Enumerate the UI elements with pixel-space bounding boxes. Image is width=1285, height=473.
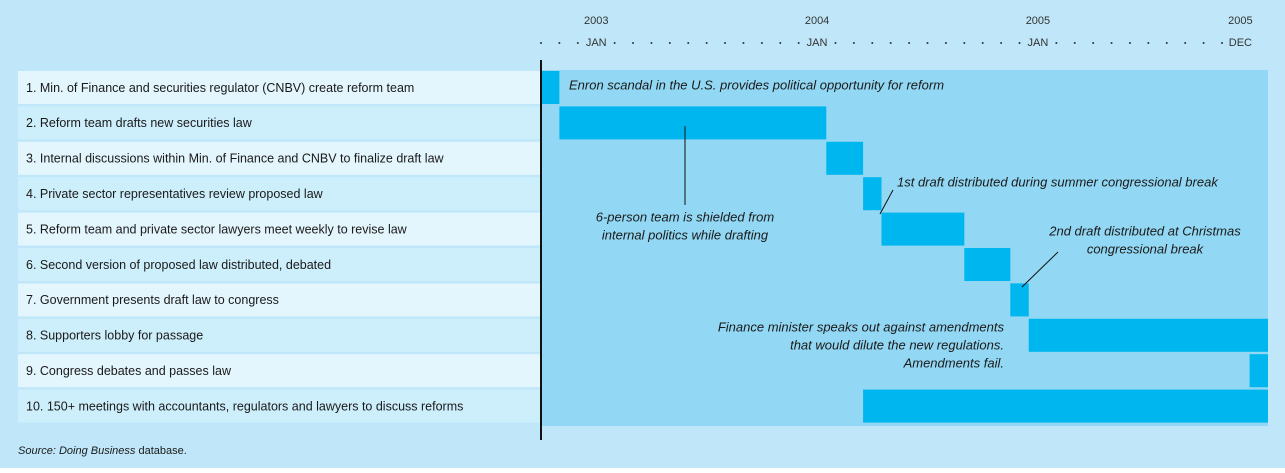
task-label: 2. Reform team drafts new securities law <box>26 116 253 130</box>
source-italic: Source: Doing Business <box>18 445 136 457</box>
bar <box>1028 318 1268 352</box>
x-tick-label: JAN <box>586 37 607 49</box>
annotation: internal politics while drafting <box>602 227 769 242</box>
source-rest: database. <box>135 445 186 457</box>
x-tick-label: JAN <box>1028 37 1049 49</box>
bar <box>559 106 827 140</box>
leader-line <box>1021 251 1059 288</box>
minor-tick <box>1110 42 1113 44</box>
minor-tick <box>668 42 671 44</box>
minor-tick <box>981 42 984 44</box>
minor-tick <box>558 42 561 44</box>
minor-tick <box>540 42 542 44</box>
minor-tick <box>1092 42 1095 44</box>
minor-tick <box>779 42 782 44</box>
minor-tick <box>1147 42 1150 44</box>
minor-tick <box>724 42 727 44</box>
task-label: 1. Min. of Finance and securities regula… <box>26 81 414 95</box>
x-tick-label: DEC <box>1229 37 1252 49</box>
task-label: 10. 150+ meetings with accountants, regu… <box>26 399 463 413</box>
source: Source: Doing Business database. <box>18 445 187 457</box>
minor-tick <box>926 42 929 44</box>
task-label: 3. Internal discussions within Min. of F… <box>26 152 445 166</box>
row-cell <box>18 141 540 175</box>
minor-tick <box>1055 42 1058 44</box>
annotation: 6-person team is shielded from <box>596 209 775 224</box>
minor-tick <box>705 42 708 44</box>
row-cell <box>18 212 540 246</box>
annotation: 2nd draft distributed at Christmas <box>1048 223 1241 238</box>
minor-tick <box>576 42 579 44</box>
bar <box>863 389 1268 423</box>
minor-tick <box>834 42 837 44</box>
minor-tick <box>650 42 653 44</box>
annotation: Enron scandal in the U.S. provides polit… <box>569 77 944 92</box>
bar <box>1010 283 1029 317</box>
annotation: 1st draft distributed during summer cong… <box>897 174 1219 189</box>
annotation: Amendments fail. <box>903 355 1004 370</box>
bar <box>863 177 882 211</box>
minor-tick <box>1018 42 1021 44</box>
minor-tick <box>1165 42 1168 44</box>
row-cell <box>18 248 540 281</box>
task-label: 7. Government presents draft law to cong… <box>26 293 279 307</box>
minor-tick <box>1128 42 1131 44</box>
bar <box>541 71 560 104</box>
minor-tick <box>944 42 947 44</box>
row-cell <box>18 389 540 423</box>
task-label: 4. Private sector representatives review… <box>26 187 324 201</box>
minor-tick <box>613 42 616 44</box>
bar <box>1249 354 1268 388</box>
task-label: 9. Congress debates and passes law <box>26 364 232 378</box>
task-label: 8. Supporters lobby for passage <box>26 329 203 343</box>
task-label: 6. Second version of proposed law distri… <box>26 258 331 272</box>
row-cell <box>18 177 540 211</box>
annotation: congressional break <box>1087 241 1205 256</box>
minor-tick <box>1184 42 1187 44</box>
leader-line <box>879 189 894 215</box>
minor-tick <box>908 42 911 44</box>
x-tick-year: 2005 <box>1026 15 1050 27</box>
row-cell <box>18 283 540 317</box>
row-cell <box>18 71 540 104</box>
minor-tick <box>797 42 800 44</box>
x-tick-year: 2004 <box>805 15 829 27</box>
bar <box>881 212 965 246</box>
minor-tick <box>1000 42 1003 44</box>
minor-tick <box>871 42 874 44</box>
minor-tick <box>742 42 745 44</box>
row-cell <box>18 354 540 388</box>
x-tick-label: JAN <box>807 37 828 49</box>
bar <box>964 248 1011 281</box>
minor-tick <box>1220 42 1223 44</box>
minor-tick <box>1073 42 1076 44</box>
row-cell <box>18 318 540 352</box>
x-tick-year: 2003 <box>584 15 608 27</box>
minor-tick <box>687 42 690 44</box>
minor-tick <box>963 42 966 44</box>
minor-tick <box>852 42 855 44</box>
minor-tick <box>1202 42 1205 44</box>
annotation: that would dilute the new regulations. <box>790 337 1004 352</box>
minor-tick <box>632 42 635 44</box>
row-cell <box>18 106 540 140</box>
bar <box>826 141 864 175</box>
task-label: 5. Reform team and private sector lawyer… <box>26 222 408 236</box>
annotation: Finance minister speaks out against amen… <box>718 319 1005 334</box>
minor-tick <box>760 42 763 44</box>
x-tick-year: 2005 <box>1228 15 1252 27</box>
minor-tick <box>889 42 892 44</box>
